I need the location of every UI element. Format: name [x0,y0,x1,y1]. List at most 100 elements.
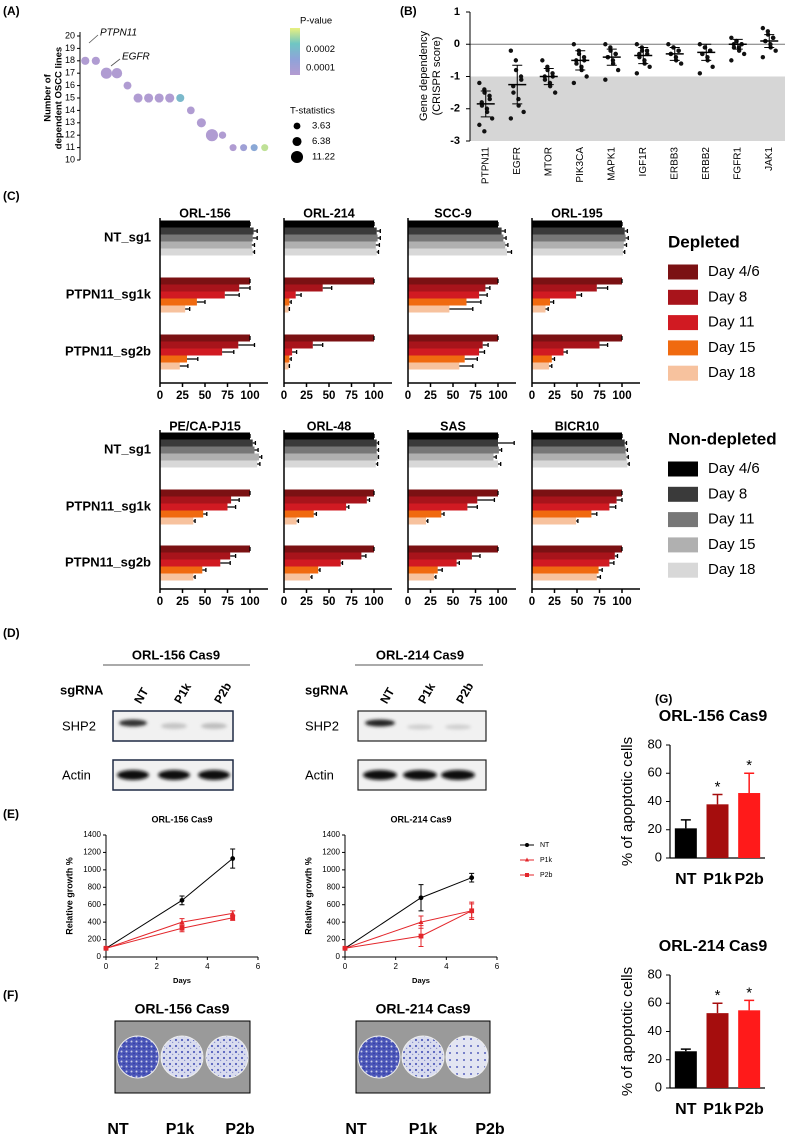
legend-label: Day 11 [708,511,754,528]
bar [532,453,627,461]
x-tick-label: 75 [221,596,234,608]
x-tick-label: NT [675,1101,697,1118]
error-bar [310,575,313,579]
bar [284,291,296,299]
bar [284,298,290,306]
point [608,45,613,50]
marker [418,919,424,925]
error-bar [680,819,691,829]
band [403,770,437,780]
x-tick-label: 75 [469,390,482,402]
legend-marker [525,843,529,847]
bar [532,241,624,249]
bar [160,432,250,440]
error-bar [498,448,503,452]
colorbar [290,28,300,75]
x-tick-label: 50 [571,390,584,402]
y-tick-label: 400 [88,917,102,926]
error-bar [669,46,680,61]
chart-title: SAS [440,419,466,433]
error-bar [366,498,371,502]
bar [532,234,626,242]
bar [160,227,254,235]
x-axis-label: Days [412,976,430,985]
error-bar [680,1048,691,1052]
colonies-left: ORL-156 Cas9 NT P1k P2b [107,1001,255,1139]
bar [408,227,502,235]
error-bar [289,300,292,304]
bar [408,241,506,249]
error-bar [623,243,628,247]
marker [469,908,475,914]
x-tick-label: 75 [345,596,358,608]
legend-label: Day 4/6 [708,460,760,477]
error-bar [485,286,491,290]
size-legend-label: 11.22 [312,152,335,163]
point [508,116,514,121]
bar [284,241,376,249]
point [513,58,519,63]
bar [160,305,186,313]
error-bar [563,350,568,354]
error-bar [313,512,318,516]
error-bar [376,448,380,452]
significance: * [746,757,752,774]
y-tick-label: 800 [327,882,341,891]
error-bar [202,568,207,572]
x-tick-label: 50 [571,596,584,608]
chart-title: ORL-214 [303,206,354,220]
colony-label: P1k [166,1121,195,1138]
x-tick-label: IGF1R [638,147,649,176]
marker [179,925,185,931]
x-tick-label: 0 [529,390,535,402]
point [584,74,589,79]
marker [230,856,236,861]
bar [408,503,468,511]
y-axis-label: dependent OSCC lines [54,47,65,149]
bar [408,545,498,553]
point [741,51,747,57]
marker [230,915,236,921]
bar [284,305,289,313]
error-bar [375,462,379,466]
bar [408,496,478,504]
chart-title: ORL-48 [307,419,352,433]
point [581,54,587,60]
x-tick-label: 50 [199,596,212,608]
panel-label: (E) [3,807,19,821]
y-axis-label: % of apoptotic cells [619,967,636,1096]
shaded-region [470,76,785,141]
error-bar [252,441,257,445]
bar [284,234,378,242]
x-tick-label: PIK3CA [575,147,586,183]
error-bar [712,793,723,805]
x-tick-label: 100 [240,596,259,608]
error-bar [295,293,302,297]
y-tick-label: -2 [450,103,460,115]
bar [532,334,622,342]
bar [284,277,374,285]
bar [160,248,253,256]
error-bar [322,286,333,290]
point [521,109,526,115]
panel-label: (G) [655,692,672,706]
bar [408,284,486,292]
point [489,116,495,121]
colorbar-tick-label: 0.0001 [306,62,335,73]
error-bar [622,250,626,254]
error-bar [437,568,443,572]
error-bar [376,441,380,445]
bar [532,284,597,292]
band [119,719,147,727]
x-tick-label: ERBB3 [669,147,680,180]
bubble [81,56,90,65]
error-bar [292,350,298,354]
bar [408,460,498,468]
error-bar [744,772,755,794]
error-bar [459,364,474,368]
error-bar [377,455,380,459]
y-tick-label: 400 [327,917,341,926]
error-bar [185,307,191,311]
point [547,83,553,89]
